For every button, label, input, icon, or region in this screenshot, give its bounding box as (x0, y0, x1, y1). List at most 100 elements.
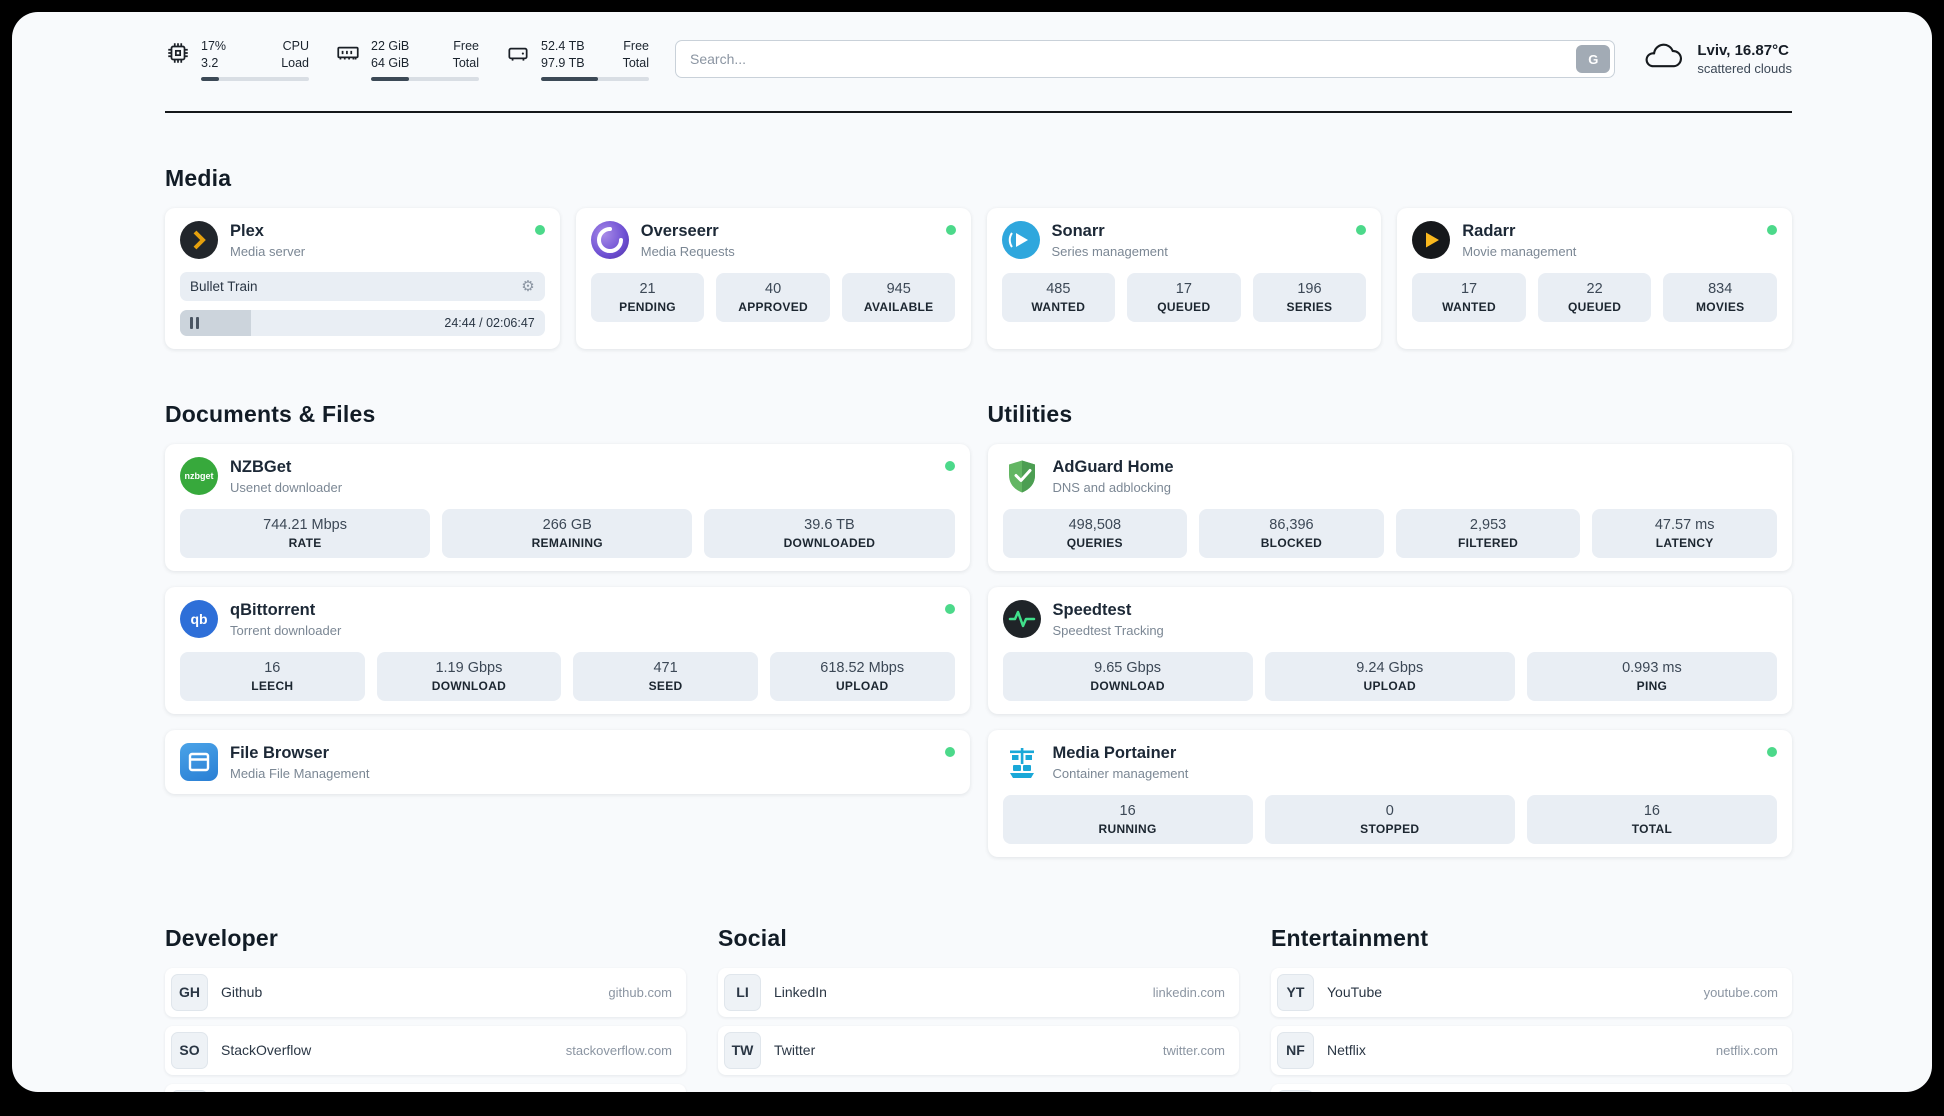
bookmark-name: Twitter (774, 1042, 816, 1059)
section-heading-developer: Developer (165, 924, 279, 951)
bookmark-twitter[interactable]: TW Twitter twitter.com (718, 1025, 1239, 1075)
app-card-plex[interactable]: Plex Media server Bullet Train ⚙ 24:44 /… (165, 207, 560, 349)
bookmark-dev[interactable]: DT DEV dev.to (165, 1083, 686, 1092)
bookmark-url: netflix.com (1715, 1042, 1778, 1058)
bookmark-youtube[interactable]: YT YouTube youtube.com (1271, 967, 1792, 1017)
app-card-adguard[interactable]: AdGuard Home DNS and adblocking 498,508 … (987, 443, 1792, 571)
stat-box: 196 SERIES (1252, 272, 1367, 322)
stat-box: 485 WANTED (1001, 272, 1116, 322)
app-card-nzbget[interactable]: nzbget NZBGet Usenet downloader 744.21 M… (165, 443, 970, 571)
stat-box: 16 RUNNING (1002, 794, 1253, 844)
disk-icon (505, 40, 531, 71)
app-card-filebrowser[interactable]: File Browser Media File Management (165, 729, 970, 794)
section-heading-media: Media (165, 164, 232, 191)
bookmark-url: youtube.com (1703, 984, 1778, 1000)
ram-progress-bar (371, 76, 479, 81)
status-indicator (1767, 224, 1777, 235)
bookmark-name: StackOverflow (221, 1042, 312, 1059)
playback-time: 24:44 / 02:06:47 (444, 315, 535, 330)
portainer-icon (1003, 743, 1041, 781)
app-subtitle: DNS and adblocking (1052, 479, 1172, 495)
disk-free-value: 52.4 TB (541, 39, 585, 53)
bookmark-badge: GH (171, 973, 208, 1011)
app-title: Overseerr (640, 221, 719, 240)
pause-icon[interactable] (190, 316, 199, 329)
stat-box: 17 QUEUED (1127, 272, 1241, 322)
bookmark-group-social: Social LI LinkedIn linkedin.com TW Twitt… (718, 873, 1239, 1092)
gear-icon[interactable]: ⚙ (521, 277, 535, 295)
bookmark-group-developer: Developer GH Github github.com SO StackO… (165, 873, 686, 1092)
qbittorrent-icon: qb (180, 599, 218, 638)
stat-box: 40 APPROVED (716, 272, 830, 322)
bookmark-linkedin[interactable]: LI LinkedIn linkedin.com (718, 967, 1239, 1017)
stat-box: 9.65 Gbps DOWNLOAD (1002, 651, 1253, 701)
ram-label-2: Total (452, 55, 479, 70)
app-title: Radarr (1462, 221, 1516, 240)
bookmark-name: Github (221, 984, 263, 1001)
bookmark-github[interactable]: GH Github github.com (165, 967, 686, 1017)
app-title: Media Portainer (1052, 743, 1177, 762)
app-card-overseerr[interactable]: Overseerr Media Requests 21 PENDING 40 A… (575, 207, 971, 349)
disk-metric: 52.4 TB 97.9 TB Free Total (505, 38, 649, 81)
bookmark-badge: NF (1277, 1031, 1314, 1069)
app-subtitle: Speedtest Tracking (1052, 622, 1164, 638)
app-card-portainer[interactable]: Media Portainer Container management 16 … (987, 729, 1792, 857)
bookmark-badge: LI (724, 973, 761, 1011)
cpu-metric: 17% 3.2 CPU Load (165, 38, 309, 81)
bookmark-name: Netflix (1327, 1042, 1366, 1059)
documents-column: Documents & Files nzbget NZBGet Usenet d… (165, 349, 970, 873)
stat-box: 0.993 ms PING (1526, 651, 1778, 701)
app-card-radarr[interactable]: Radarr Movie management 17 WANTED 22 QUE… (1397, 207, 1792, 349)
app-subtitle: Usenet downloader (230, 479, 343, 495)
bookmark-netflix[interactable]: NF Netflix netflix.com (1271, 1025, 1792, 1075)
ram-metric: 22 GiB 64 GiB Free Total (335, 38, 479, 81)
app-card-speedtest[interactable]: Speedtest Speedtest Tracking 9.65 Gbps D… (987, 586, 1792, 714)
app-title: qBittorrent (230, 600, 316, 619)
stat-box: 86,396 BLOCKED (1199, 508, 1384, 558)
playback-progress-bar: 24:44 / 02:06:47 (180, 309, 545, 336)
app-title: Speedtest (1052, 600, 1132, 619)
stat-box: 945 AVAILABLE (841, 272, 956, 322)
app-subtitle: Media File Management (230, 765, 370, 781)
speedtest-icon (1002, 599, 1041, 638)
bookmark-reddit[interactable]: RE Reddit reddit.com (1271, 1083, 1792, 1092)
bookmark-url: linkedin.com (1152, 984, 1225, 1000)
bookmark-group-entertainment: Entertainment YT YouTube youtube.com NF … (1271, 873, 1792, 1092)
weather-location: Lviv, 16.87°C (1697, 42, 1789, 60)
stat-box: 16 TOTAL (1526, 794, 1778, 844)
stat-box: 618.52 Mbps UPLOAD (769, 651, 955, 701)
stat-box: 21 PENDING (590, 272, 705, 322)
bookmark-stackoverflow[interactable]: SO StackOverflow stackoverflow.com (165, 1025, 686, 1075)
status-indicator (534, 224, 545, 235)
app-subtitle: Media server (230, 243, 306, 259)
weather-widget[interactable]: Lviv, 16.87°C scattered clouds (1641, 41, 1792, 78)
stat-box: 498,508 QUERIES (1002, 508, 1188, 558)
disk-progress-bar (541, 76, 649, 81)
stat-box: 9.24 Gbps UPLOAD (1264, 651, 1515, 701)
adguard-icon (1003, 457, 1041, 495)
status-indicator (944, 460, 955, 471)
status-indicator (1767, 746, 1777, 757)
cpu-label-2: Load (281, 55, 309, 70)
ram-icon (335, 40, 361, 71)
status-indicator (945, 224, 956, 235)
search-engine-button[interactable]: G (1576, 45, 1611, 74)
cpu-load-avg: 3.2 (201, 55, 219, 70)
ram-label-1: Free (453, 39, 479, 53)
app-card-sonarr[interactable]: Sonarr Series management 485 WANTED 17 Q… (986, 207, 1382, 349)
app-subtitle: Series management (1051, 243, 1168, 259)
app-subtitle: Movie management (1462, 243, 1577, 259)
stat-box: 744.21 Mbps RATE (180, 508, 431, 558)
overseerr-icon (590, 220, 629, 259)
status-indicator (1356, 224, 1367, 235)
bookmark-badge: SO (171, 1031, 208, 1069)
bookmark-badge: YT (1277, 973, 1314, 1011)
search-input[interactable] (675, 40, 1616, 79)
app-subtitle: Torrent downloader (230, 622, 342, 638)
app-title: File Browser (230, 743, 330, 762)
radarr-icon (1412, 220, 1451, 259)
app-card-qbittorrent[interactable]: qb qBittorrent Torrent downloader 16 LEE… (165, 586, 970, 714)
stat-box: 471 SEED (573, 651, 758, 701)
ram-free-value: 22 GiB (371, 39, 410, 53)
app-title: Sonarr (1051, 221, 1105, 240)
